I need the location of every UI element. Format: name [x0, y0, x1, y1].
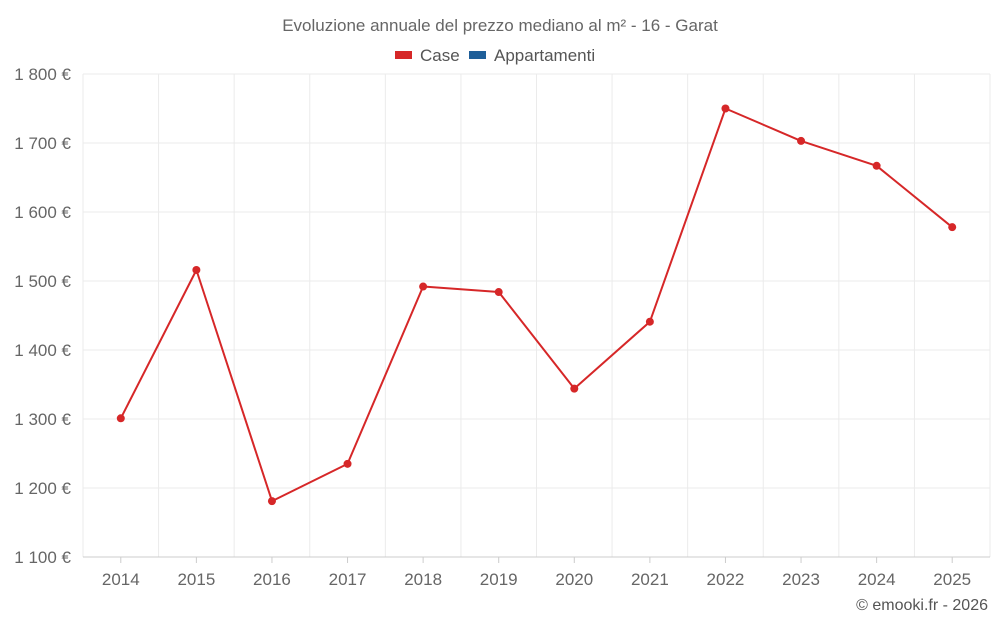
data-point-case[interactable] [116, 414, 125, 423]
x-tick-label: 2024 [858, 570, 896, 589]
chart-title: Evoluzione annuale del prezzo mediano al… [282, 16, 718, 35]
data-point-case[interactable] [645, 317, 654, 326]
x-tick-label: 2019 [480, 570, 518, 589]
data-point-case[interactable] [721, 104, 730, 113]
y-tick-label: 1 700 € [14, 134, 71, 153]
x-tick-label: 2017 [329, 570, 367, 589]
data-point-case[interactable] [343, 459, 352, 468]
x-tick-label: 2025 [933, 570, 971, 589]
legend-label-case[interactable]: Case [420, 46, 460, 65]
legend-label-appartamenti[interactable]: Appartamenti [494, 46, 595, 65]
x-tick-label: 2023 [782, 570, 820, 589]
data-point-case[interactable] [419, 282, 428, 291]
x-tick-label: 2014 [102, 570, 140, 589]
y-tick-label: 1 100 € [14, 548, 71, 567]
y-tick-label: 1 600 € [14, 203, 71, 222]
data-point-case[interactable] [872, 161, 881, 170]
x-axis: 2014 2015 2016 2017 2018 2019 2020 2021 2022 2023… [83, 556, 990, 589]
data-point-case[interactable] [570, 384, 579, 393]
x-tick-label: 2020 [555, 570, 593, 589]
y-tick-label: 1 300 € [14, 410, 71, 429]
series-layer [116, 104, 957, 506]
legend: Case Appartamenti [395, 46, 595, 65]
y-tick-label: 1 500 € [14, 272, 71, 291]
x-tick-label: 2018 [404, 570, 442, 589]
x-tick-label: 2015 [177, 570, 215, 589]
data-point-case[interactable] [797, 136, 806, 145]
data-point-case[interactable] [192, 265, 201, 274]
series-line-case [119, 107, 953, 503]
x-tick-label: 2022 [707, 570, 745, 589]
data-point-case[interactable] [267, 497, 276, 506]
y-tick-label: 1 200 € [14, 479, 71, 498]
grid [82, 73, 991, 557]
credit-text: © emooki.fr - 2026 [856, 597, 988, 614]
x-tick-label: 2021 [631, 570, 669, 589]
y-axis: 1 100 € 1 200 € 1 300 € 1 400 € 1 500 € 1 600… [14, 65, 71, 567]
x-tick-label: 2016 [253, 570, 291, 589]
legend-swatch-appartamenti[interactable] [469, 51, 486, 59]
legend-swatch-case[interactable] [395, 51, 412, 59]
data-point-case[interactable] [494, 288, 503, 297]
data-point-case[interactable] [948, 223, 957, 232]
y-tick-label: 1 400 € [14, 341, 71, 360]
y-tick-label: 1 800 € [14, 65, 71, 84]
